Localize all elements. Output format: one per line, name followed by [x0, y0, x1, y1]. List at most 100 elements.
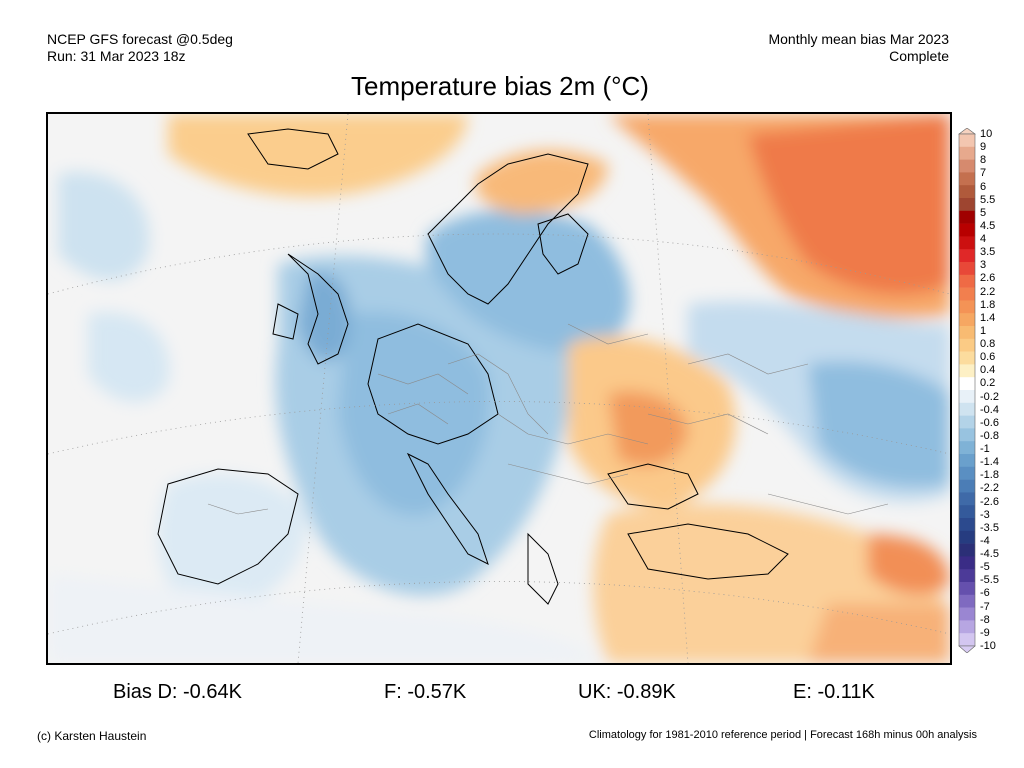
colorbar-swatch	[959, 326, 975, 340]
colorbar-label: 0.8	[980, 338, 996, 351]
stat-germany: Bias D: -0.64K	[113, 681, 242, 703]
colorbar-label: -2.6	[980, 495, 999, 508]
borders	[207, 323, 889, 515]
colorbar-label: -1	[980, 443, 990, 456]
colorbar: 10 9 8 7 6 5.5 5 4.5 4 3.5 3 2.6 2.2 1.8 1.4 1 0.8 0.6 0.4…	[957, 128, 1017, 653]
colorbar-label: 10	[980, 128, 993, 140]
colorbar-label: 7	[980, 167, 987, 180]
colorbar-label: -0.6	[980, 416, 999, 429]
colorbar-swatch	[959, 633, 975, 647]
colorbar-label: 4	[980, 233, 987, 246]
colorbar-swatch	[959, 159, 975, 173]
colorbar-swatch	[959, 505, 975, 519]
colorbar-swatch	[959, 492, 975, 506]
footnote: Climatology for 1981-2010 reference peri…	[588, 729, 977, 741]
map-title: Temperature bias 2m (°C)	[351, 71, 649, 101]
colorbar-swatch	[959, 620, 975, 634]
colorbar-label: 3	[980, 259, 987, 272]
colorbar-label: -5.5	[980, 574, 999, 587]
colorbar-swatch	[959, 530, 975, 544]
colorbar-swatch	[959, 262, 975, 276]
bias-map	[46, 112, 952, 665]
colorbar-swatch	[959, 415, 975, 429]
colorbar-label: -6	[980, 587, 990, 600]
colorbar-swatch	[959, 287, 975, 301]
colorbar-label: 8	[980, 154, 987, 167]
colorbar-label: 0.4	[980, 364, 996, 377]
colorbar-label: -5	[980, 561, 990, 574]
colorbar-label: -7	[980, 600, 990, 613]
colorbar-label: 5	[980, 206, 987, 219]
colorbar-arrow-top	[958, 128, 976, 135]
colorbar-swatch	[959, 274, 975, 288]
colorbar-swatch	[959, 364, 975, 378]
colorbar-swatch	[959, 146, 975, 160]
bias-field	[48, 114, 950, 663]
colorbar-swatch	[959, 466, 975, 480]
colorbar-swatch	[959, 134, 975, 148]
colorbar-swatch	[959, 569, 975, 583]
colorbar-label: 4.5	[980, 219, 996, 232]
stat-uk: UK: -0.89K	[578, 681, 676, 703]
coastlines	[157, 128, 789, 605]
colorbar-label: 9	[980, 141, 987, 154]
colorbar-swatch	[959, 172, 975, 186]
graticule	[48, 114, 950, 663]
colorbar-label: -1.8	[980, 469, 999, 482]
colorbar-label: -0.4	[980, 403, 999, 416]
colorbar-swatch	[959, 594, 975, 608]
map-canvas	[48, 114, 950, 663]
bias-stats: Bias D: -0.64K F: -0.57K UK: -0.89K E: -…	[0, 681, 1024, 709]
colorbar-label: 5.5	[980, 193, 996, 206]
period-label: Monthly mean bias Mar 2023	[768, 31, 949, 47]
colorbar-swatch	[959, 210, 975, 224]
header-left: NCEP GFS forecast @0.5deg Run: 31 Mar 20…	[47, 31, 233, 65]
colorbar-label: -9	[980, 626, 990, 639]
colorbar-swatch	[959, 454, 975, 468]
colorbar-swatch	[959, 351, 975, 365]
colorbar-label: 1	[980, 324, 987, 337]
colorbar-label: -3	[980, 508, 990, 521]
colorbar-swatch	[959, 556, 975, 570]
colorbar-swatch	[959, 441, 975, 455]
colorbar-swatch	[959, 607, 975, 621]
colorbar-swatch	[959, 377, 975, 391]
colorbar-label: -4.5	[980, 548, 999, 561]
colorbar-swatch	[959, 582, 975, 596]
colorbar-label: 0.2	[980, 377, 996, 390]
colorbar-label: -0.2	[980, 390, 999, 403]
colorbar-label: 2.6	[980, 272, 996, 285]
header-right: Monthly mean bias Mar 2023 Complete	[768, 31, 949, 65]
model-label: NCEP GFS forecast @0.5deg	[47, 31, 233, 47]
status-label: Complete	[889, 48, 949, 64]
colorbar-swatch	[959, 198, 975, 212]
colorbar-label: -3.5	[980, 521, 999, 534]
colorbar-swatch	[959, 300, 975, 314]
colorbar-swatch	[959, 338, 975, 352]
colorbar-labels: 10 9 8 7 6 5.5 5 4.5 4 3.5 3 2.6 2.2 1.8 1.4 1 0.8 0.6 0.4…	[980, 128, 1020, 653]
colorbar-swatch	[959, 543, 975, 557]
colorbar-swatch	[959, 223, 975, 237]
colorbar-swatch	[959, 518, 975, 532]
colorbar-label: -4	[980, 534, 990, 547]
credit: (c) Karsten Haustein	[37, 729, 147, 743]
colorbar-swatches	[958, 128, 976, 653]
colorbar-arrow-bottom	[958, 645, 976, 653]
colorbar-label: 1.8	[980, 298, 996, 311]
colorbar-label: -10	[980, 640, 996, 652]
colorbar-swatch	[959, 249, 975, 263]
stat-europe: E: -0.11K	[793, 681, 875, 703]
colorbar-label: -8	[980, 613, 990, 626]
colorbar-label: -2.2	[980, 482, 999, 495]
colorbar-label: 6	[980, 180, 987, 193]
colorbar-label: 1.4	[980, 311, 996, 324]
stat-france: F: -0.57K	[384, 681, 467, 703]
colorbar-label: 3.5	[980, 246, 996, 259]
run-label: Run: 31 Mar 2023 18z	[47, 48, 186, 64]
colorbar-label: 2.2	[980, 285, 996, 298]
colorbar-label: -1.4	[980, 456, 999, 469]
colorbar-swatch	[959, 185, 975, 199]
colorbar-swatch	[959, 479, 975, 493]
colorbar-label: -0.8	[980, 429, 999, 442]
colorbar-swatch	[959, 428, 975, 442]
